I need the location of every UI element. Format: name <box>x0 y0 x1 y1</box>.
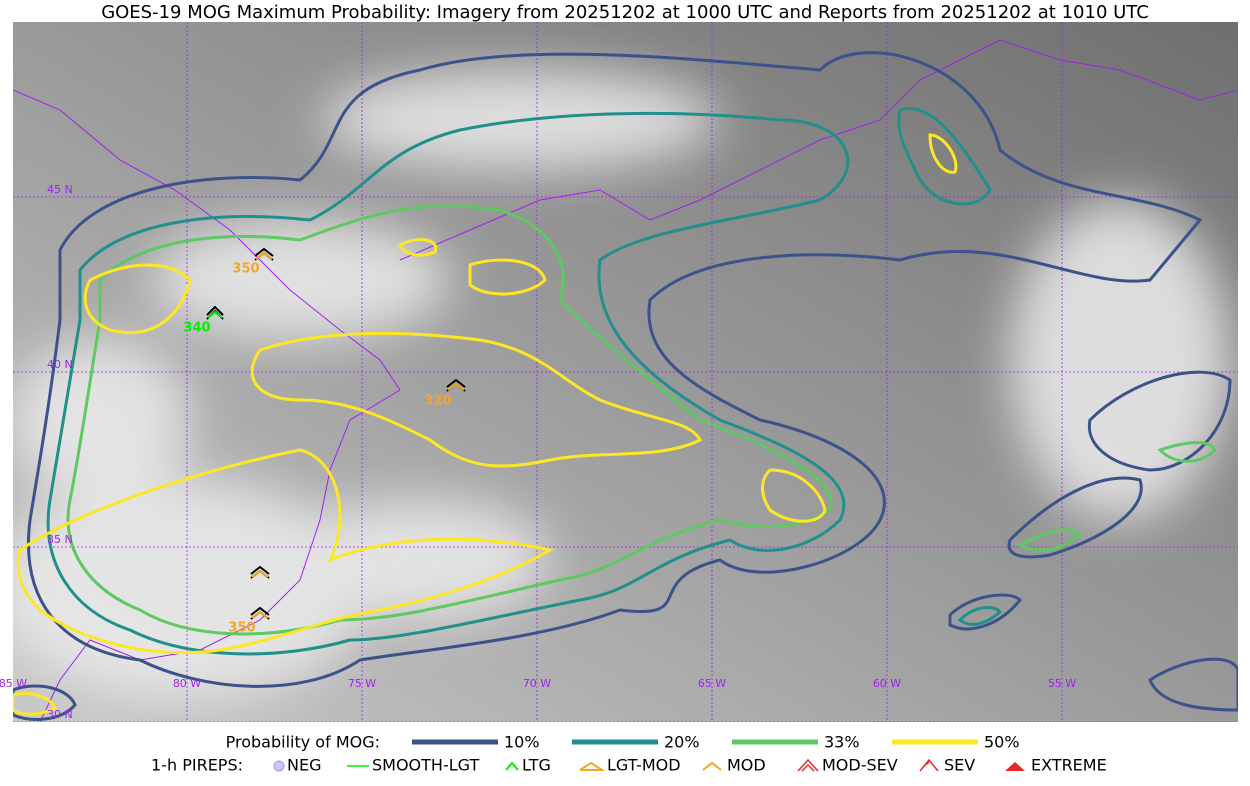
legend-item: SMOOTH-LGT <box>372 756 479 775</box>
map <box>13 22 1238 722</box>
lon-label: 75 W <box>348 677 376 690</box>
lon-label: 70 W <box>523 677 551 690</box>
pirep-label: 350 <box>228 621 255 636</box>
pirep-label: 340 <box>183 321 210 336</box>
legend-item: NEG <box>287 756 321 775</box>
probability-legend: Probability of MOG: 10% 20% 33% 50% <box>226 733 1020 752</box>
legend-item: MOD <box>727 756 766 775</box>
lon-label: 55 W <box>1048 677 1076 690</box>
legend-item: 33% <box>824 733 860 752</box>
lon-label: 80 W <box>173 677 201 690</box>
lat-label: 30 N <box>47 708 73 721</box>
legend-item: MOD-SEV <box>822 756 898 775</box>
legend-item: EXTREME <box>1031 756 1107 775</box>
pirep-label: 350 <box>232 262 259 277</box>
title: GOES-19 MOG Maximum Probability: Imagery… <box>101 2 1149 23</box>
lat-label: 45 N <box>47 183 73 196</box>
legend-item: 10% <box>504 733 540 752</box>
lat-label: 35 N <box>47 533 73 546</box>
pirep-label: 320 <box>424 394 451 409</box>
legend-title: 1-h PIREPS: <box>151 756 243 775</box>
legend-item: 20% <box>664 733 700 752</box>
legend-item: SEV <box>944 756 975 775</box>
legend-title: Probability of MOG: <box>226 733 380 752</box>
legend-item: LGT-MOD <box>607 756 681 775</box>
lat-label: 40 N <box>47 358 73 371</box>
legend-item: 50% <box>984 733 1020 752</box>
legend-item: LTG <box>522 756 551 775</box>
lon-label: 85 W <box>0 677 27 690</box>
lon-label: 65 W <box>698 677 726 690</box>
lon-label: 60 W <box>873 677 901 690</box>
graticule <box>13 22 1238 722</box>
pirep-legend: 1-h PIREPS: NEG SMOOTH-LGT LTG LGT-MOD M… <box>151 756 1107 775</box>
pirep-markers <box>206 247 466 620</box>
